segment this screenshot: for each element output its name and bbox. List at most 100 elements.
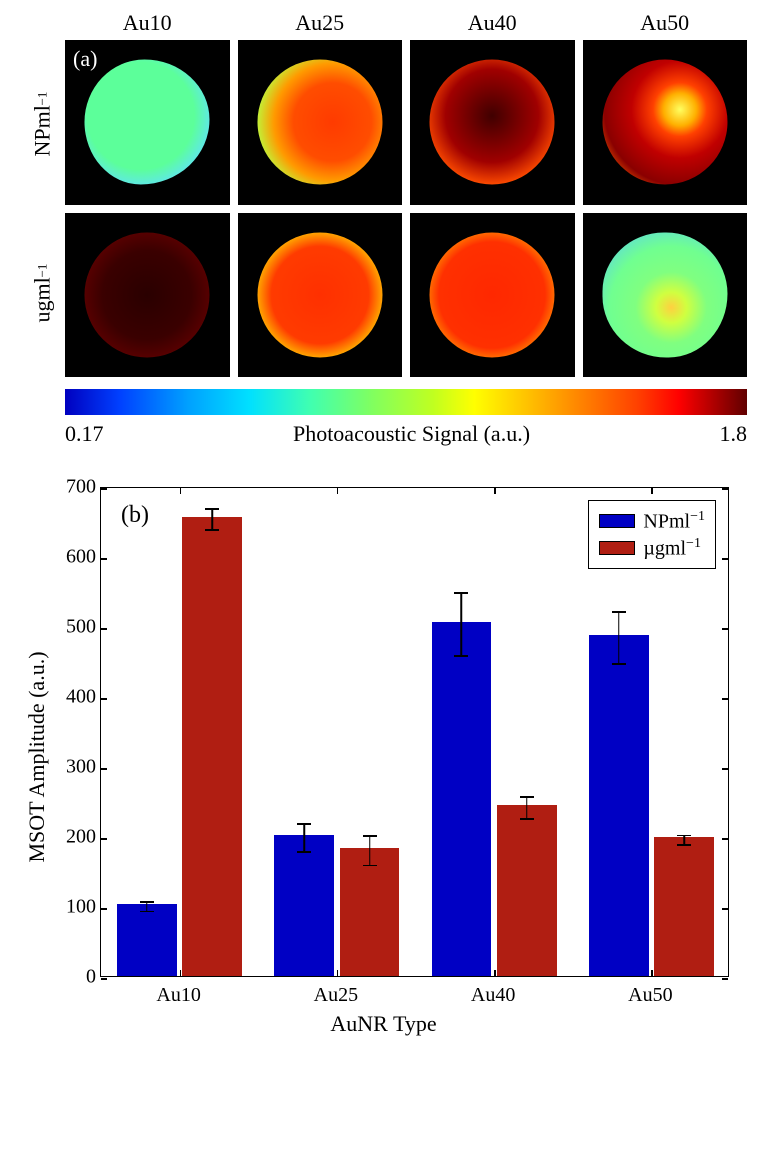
col-header: Au40 [410, 10, 575, 40]
legend-label: NPml−1 [643, 509, 705, 534]
panel-a: Au10 Au25 Au40 Au50 NPml−1 ugml−1 (a) [20, 10, 747, 447]
col-header: Au25 [238, 10, 403, 40]
error-cap [612, 663, 626, 665]
y-tick-label: 500 [60, 616, 96, 639]
x-tick-label: Au10 [156, 984, 200, 1007]
y-tick-label: 100 [60, 896, 96, 919]
error-cap [677, 835, 691, 837]
panel-a-label: (a) [73, 46, 97, 72]
error-cap [520, 796, 534, 798]
error-bar [369, 835, 371, 864]
error-bar [526, 796, 528, 818]
legend: NPml−1 µgml−1 [588, 500, 716, 569]
y-axis-label: MSOT Amplitude (a.u.) [24, 651, 50, 862]
y-tick-mark [101, 978, 107, 980]
pa-disk [430, 232, 555, 357]
pa-disk [602, 232, 727, 357]
panel-a-column-headers: Au10 Au25 Au40 Au50 [65, 10, 747, 40]
pa-disk [430, 60, 555, 185]
y-tick-mark [722, 698, 728, 700]
y-tick-mark [101, 908, 107, 910]
error-cap [454, 655, 468, 657]
x-axis-label: AuNR Type [330, 1011, 436, 1037]
colorbar-min: 0.17 [65, 421, 104, 447]
colorbar-wrap: 0.17 Photoacoustic Signal (a.u.) 1.8 [65, 389, 747, 447]
error-cap [677, 844, 691, 846]
pa-image-cell [65, 213, 230, 378]
x-tick-label: Au50 [628, 984, 672, 1007]
colorbar-title: Photoacoustic Signal (a.u.) [104, 421, 720, 447]
panel-a-grid: (a) [65, 40, 747, 377]
x-tick-mark [337, 488, 339, 494]
x-tick-mark [180, 970, 182, 976]
bar [182, 517, 242, 976]
x-tick-label: Au40 [471, 984, 515, 1007]
error-cap [205, 508, 219, 510]
y-tick-label: 300 [60, 756, 96, 779]
y-tick-mark [722, 628, 728, 630]
pa-image-cell [583, 40, 748, 205]
legend-item: NPml−1 [599, 509, 705, 534]
error-cap [612, 611, 626, 613]
error-cap [205, 529, 219, 531]
y-tick-mark [722, 558, 728, 560]
bar [654, 837, 714, 976]
y-tick-label: 200 [60, 826, 96, 849]
bar [589, 635, 649, 976]
pa-image-cell [238, 40, 403, 205]
error-cap [140, 911, 154, 913]
bar [340, 848, 400, 976]
pa-image-cell [410, 213, 575, 378]
y-tick-mark [101, 488, 107, 490]
error-bar [303, 823, 305, 851]
x-tick-mark [494, 970, 496, 976]
col-header: Au10 [65, 10, 230, 40]
error-cap [297, 823, 311, 825]
legend-label: µgml−1 [643, 536, 701, 561]
x-tick-mark [337, 970, 339, 976]
x-tick-mark [651, 488, 653, 494]
colorbar-max: 1.8 [720, 421, 748, 447]
x-tick-label: Au25 [314, 984, 358, 1007]
legend-swatch [599, 514, 635, 528]
y-tick-mark [722, 838, 728, 840]
y-tick-mark [722, 908, 728, 910]
pa-image-cell [583, 213, 748, 378]
panel-b: MSOT Amplitude (a.u.) (b) NPml−1 µgml−1 … [20, 477, 747, 1037]
row-label-np: NPml−1 [20, 40, 65, 209]
plot-area: (b) NPml−1 µgml−1 [100, 487, 729, 977]
panel-b-label: (b) [121, 502, 149, 529]
y-tick-mark [101, 628, 107, 630]
bar [497, 805, 557, 976]
figure: Au10 Au25 Au40 Au50 NPml−1 ugml−1 (a) [20, 10, 747, 1037]
colorbar-labels: 0.17 Photoacoustic Signal (a.u.) 1.8 [65, 421, 747, 447]
pa-image-cell [238, 213, 403, 378]
pa-image-cell: (a) [65, 40, 230, 205]
y-tick-mark [101, 768, 107, 770]
error-bar [618, 611, 620, 663]
error-cap [363, 835, 377, 837]
y-tick-mark [101, 698, 107, 700]
bar [432, 622, 492, 976]
y-tick-label: 400 [60, 686, 96, 709]
legend-swatch [599, 541, 635, 555]
bar [117, 904, 177, 976]
col-header: Au50 [583, 10, 748, 40]
error-cap [520, 818, 534, 820]
x-tick-mark [651, 970, 653, 976]
y-tick-mark [722, 768, 728, 770]
legend-item: µgml−1 [599, 536, 705, 561]
x-tick-mark [180, 488, 182, 494]
y-tick-mark [101, 558, 107, 560]
pa-image-cell [410, 40, 575, 205]
error-cap [363, 865, 377, 867]
error-cap [140, 901, 154, 903]
error-bar [212, 508, 214, 529]
panel-a-row-labels: NPml−1 ugml−1 [20, 40, 65, 377]
error-bar [461, 592, 463, 655]
bar [274, 835, 334, 976]
y-tick-label: 700 [60, 476, 96, 499]
pa-disk [257, 60, 382, 185]
y-tick-label: 0 [60, 966, 96, 989]
pa-disk [257, 232, 382, 357]
